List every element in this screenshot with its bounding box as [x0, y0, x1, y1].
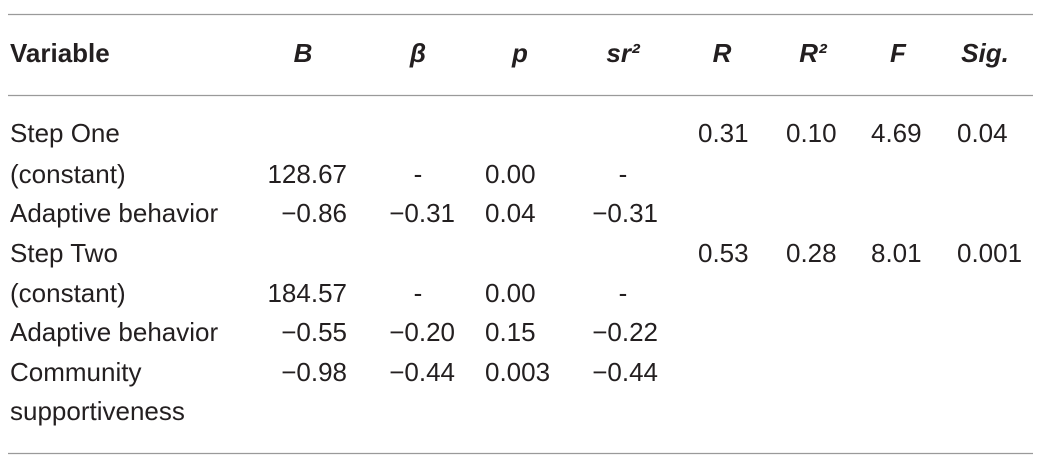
- cell-value: -: [619, 278, 628, 308]
- row-label: (constant): [10, 159, 126, 189]
- cell-value: −0.44: [592, 357, 658, 387]
- cell-value: 0.15: [485, 317, 536, 347]
- column-header: sr²: [606, 38, 641, 68]
- column-header: p: [511, 38, 528, 68]
- cell-value: −0.44: [389, 357, 455, 387]
- cell-value: -: [414, 159, 423, 189]
- cell-value: 0.001: [957, 238, 1022, 268]
- row-label: (constant): [10, 278, 126, 308]
- cell-value: -: [414, 278, 423, 308]
- cell-value: −0.86: [281, 198, 347, 228]
- cell-value: 8.01: [871, 238, 922, 268]
- column-header: Variable: [10, 38, 110, 68]
- cell-value: 184.57: [267, 278, 347, 308]
- cell-value: 0.31: [698, 118, 749, 148]
- column-header: B: [294, 38, 313, 68]
- column-header: Sig.: [961, 38, 1009, 68]
- cell-value: -: [619, 159, 628, 189]
- cell-value: −0.31: [389, 198, 455, 228]
- cell-value: 0.28: [786, 238, 837, 268]
- row-label: Adaptive behavior: [10, 198, 218, 228]
- row-label: supportiveness: [10, 396, 185, 426]
- row-label: Adaptive behavior: [10, 317, 218, 347]
- cell-value: 0.04: [485, 198, 536, 228]
- column-header: β: [409, 38, 426, 68]
- row-label: Step Two: [10, 238, 118, 268]
- cell-value: −0.55: [281, 317, 347, 347]
- cell-value: 0.53: [698, 238, 749, 268]
- cell-value: 0.10: [786, 118, 837, 148]
- cell-value: 0.04: [957, 118, 1008, 148]
- column-header: R: [713, 38, 732, 68]
- cell-value: −0.20: [389, 317, 455, 347]
- column-header: F: [890, 38, 907, 68]
- column-header: R²: [799, 38, 828, 68]
- cell-value: 0.00: [485, 278, 536, 308]
- cell-value: −0.98: [281, 357, 347, 387]
- row-label: Community: [10, 357, 141, 387]
- cell-value: 128.67: [267, 159, 347, 189]
- cell-value: 0.00: [485, 159, 536, 189]
- cell-value: −0.31: [592, 198, 658, 228]
- row-label: Step One: [10, 118, 120, 148]
- cell-value: −0.22: [592, 317, 658, 347]
- cell-value: 4.69: [871, 118, 922, 148]
- cell-value: 0.003: [485, 357, 550, 387]
